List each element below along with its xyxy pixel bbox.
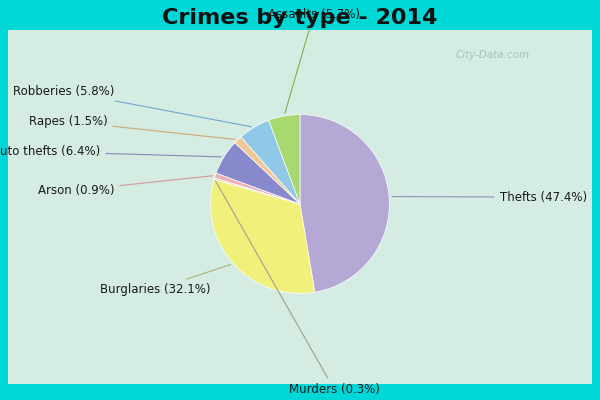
Text: Robberies (5.8%): Robberies (5.8%) [13, 85, 251, 127]
Wedge shape [269, 114, 300, 204]
Wedge shape [216, 143, 300, 204]
Text: Murders (0.3%): Murders (0.3%) [215, 181, 380, 396]
Wedge shape [214, 178, 300, 204]
Text: City-Data.com: City-Data.com [456, 50, 530, 60]
Wedge shape [241, 120, 300, 204]
Wedge shape [300, 114, 389, 292]
Text: Thefts (47.4%): Thefts (47.4%) [392, 191, 587, 204]
Wedge shape [235, 137, 300, 204]
Text: Auto thefts (6.4%): Auto thefts (6.4%) [0, 145, 221, 158]
Text: Burglaries (32.1%): Burglaries (32.1%) [100, 264, 230, 296]
Text: Arson (0.9%): Arson (0.9%) [38, 176, 212, 197]
Text: Assaults (5.7%): Assaults (5.7%) [268, 8, 360, 113]
Wedge shape [211, 180, 315, 294]
Text: Rapes (1.5%): Rapes (1.5%) [29, 115, 235, 140]
Text: Crimes by type - 2014: Crimes by type - 2014 [163, 8, 437, 28]
Wedge shape [214, 173, 300, 204]
